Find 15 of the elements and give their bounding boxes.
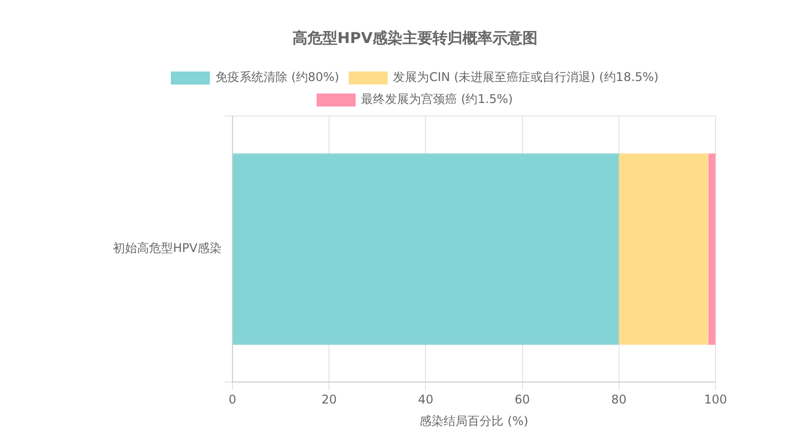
x-axis-title: 感染结局百分比 (%) [420, 414, 528, 428]
bar [618, 153, 708, 345]
y-tick-label: 初始高危型HPV感染 [113, 241, 222, 256]
x-tick-label: 60 [514, 392, 530, 407]
x-tick-label: 20 [321, 392, 337, 407]
legend-label: 发展为CIN (未进展至癌症或自行消退) (约18.5%) [393, 70, 659, 84]
x-tick-label: 0 [228, 392, 236, 407]
chart-title: 高危型HPV感染主要转归概率示意图 [292, 28, 538, 47]
legend-label: 最终发展为宫颈癌 (约1.5%) [361, 92, 513, 106]
x-tick-label: 100 [704, 392, 727, 407]
legend-label: 免疫系统清除 (约80%) [215, 70, 340, 84]
bar [708, 153, 716, 345]
x-tick-label: 40 [418, 392, 434, 407]
bar [232, 153, 619, 345]
x-tick-label: 80 [611, 392, 627, 407]
